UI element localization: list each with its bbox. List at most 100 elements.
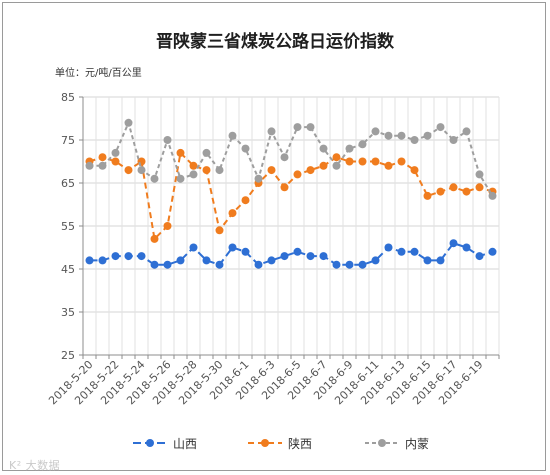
data-point [319, 161, 328, 170]
legend-item: 内蒙 [365, 437, 429, 451]
data-point [241, 247, 250, 256]
data-point [267, 127, 276, 136]
data-point [410, 136, 419, 144]
data-point [150, 234, 159, 243]
data-point [228, 209, 237, 218]
data-point [215, 260, 224, 269]
data-point [319, 144, 328, 153]
data-point [163, 222, 172, 230]
series-2 [85, 148, 497, 243]
data-point [488, 191, 497, 200]
x-axis: 2018-5-202018-5-222018-5-242018-5-262018… [46, 354, 500, 407]
data-point [384, 161, 393, 170]
data-point [124, 118, 133, 127]
data-point [332, 161, 341, 170]
data-point [306, 252, 315, 261]
data-point [98, 153, 107, 162]
data-point [397, 247, 406, 256]
data-point [254, 260, 263, 269]
data-point [358, 157, 367, 166]
data-point [332, 153, 341, 162]
data-point [423, 131, 432, 140]
legend: 山西 陕西 内蒙 [133, 436, 429, 451]
data-point [228, 243, 237, 252]
data-point [332, 260, 341, 269]
data-point [293, 247, 302, 256]
data-point [293, 123, 302, 132]
data-point [163, 260, 172, 269]
data-point [254, 174, 263, 183]
y-axis: 25 35 45 55 65 75 85 [61, 91, 84, 362]
y-tick-label: 55 [61, 220, 75, 233]
data-point [436, 256, 445, 265]
data-point [358, 260, 367, 269]
watermark: K² 大数据 [9, 459, 61, 472]
data-point [423, 256, 432, 265]
data-point [85, 161, 94, 170]
data-point [267, 166, 276, 175]
data-point [384, 131, 393, 140]
data-point [475, 252, 484, 261]
unit-label: 单位：元/吨/百公里 [55, 66, 142, 79]
data-point [358, 140, 367, 149]
data-point [228, 131, 237, 140]
data-point [462, 243, 471, 252]
legend-item: 山西 [133, 437, 197, 451]
data-point [85, 256, 94, 265]
data-point [410, 166, 419, 175]
data-point [202, 166, 211, 175]
legend-label: 内蒙 [405, 437, 429, 451]
data-point [306, 166, 315, 175]
data-point [176, 174, 185, 183]
data-point [189, 243, 198, 252]
data-point [241, 196, 250, 205]
data-point [293, 170, 302, 179]
data-point [449, 136, 458, 144]
legend-label: 山西 [173, 437, 197, 451]
data-point [241, 144, 250, 153]
legend-item: 陕西 [248, 436, 312, 451]
data-point [384, 243, 393, 252]
data-point [475, 183, 484, 192]
data-point [189, 161, 198, 170]
data-point [345, 144, 354, 153]
series-layer [85, 118, 497, 269]
data-point [215, 226, 224, 235]
data-point [436, 187, 445, 196]
series-3 [85, 118, 497, 200]
grid-lines [82, 96, 500, 356]
series-1 [85, 239, 497, 269]
chart-title: 晋陕蒙三省煤炭公路日运价指数 [156, 31, 395, 52]
data-point [215, 166, 224, 175]
y-tick-label: 35 [61, 306, 75, 319]
y-tick-label: 25 [61, 349, 75, 362]
data-point [111, 252, 120, 261]
y-tick-label: 45 [61, 263, 75, 276]
data-point [280, 153, 289, 162]
data-point [150, 174, 159, 183]
data-point [163, 136, 172, 144]
data-point [462, 187, 471, 196]
data-point [202, 148, 211, 157]
data-point [111, 157, 120, 166]
data-point [397, 157, 406, 166]
data-point [371, 127, 380, 136]
chart-frame: 晋陕蒙三省煤炭公路日运价指数 单位：元/吨/百公里 25 35 45 55 65 75 85… [2, 2, 546, 472]
data-point [137, 252, 146, 261]
y-tick-label: 75 [61, 134, 75, 147]
data-point [371, 256, 380, 265]
data-point [345, 260, 354, 269]
data-point [124, 166, 133, 175]
data-point [98, 256, 107, 265]
data-point [462, 127, 471, 136]
data-point [410, 247, 419, 256]
data-point [436, 123, 445, 132]
legend-marker [146, 439, 154, 447]
y-tick-label: 85 [61, 91, 75, 104]
data-point [176, 256, 185, 265]
data-point [189, 170, 198, 179]
data-point [137, 166, 146, 175]
data-point [150, 260, 159, 269]
series-line [89, 121, 494, 197]
data-point [280, 252, 289, 261]
